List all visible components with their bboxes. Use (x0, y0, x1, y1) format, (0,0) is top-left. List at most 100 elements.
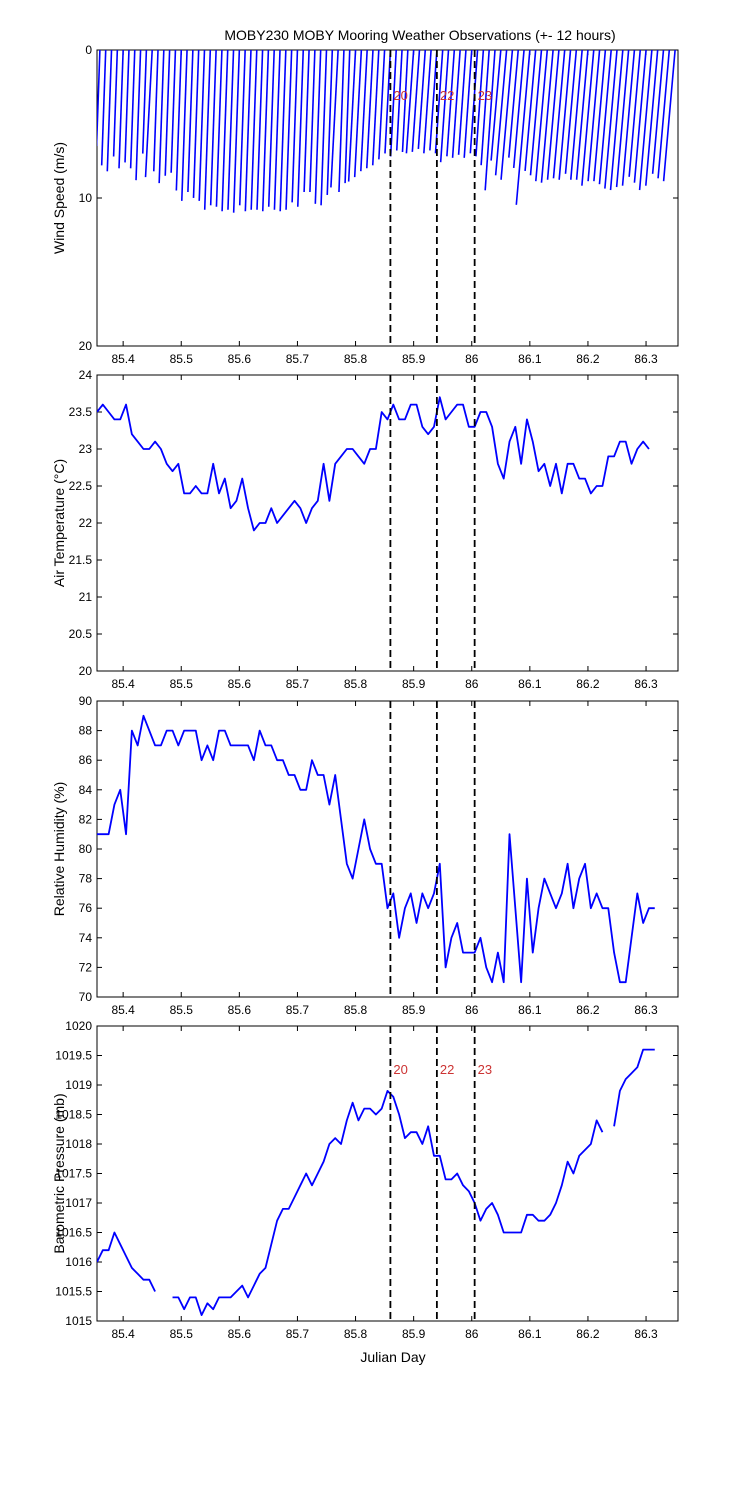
plot-frame (96, 374, 679, 672)
wind-stick (244, 50, 252, 212)
x-tick-label: 86.1 (518, 352, 542, 366)
y-tick-label: 24 (79, 368, 93, 382)
wind-stick (457, 50, 467, 155)
wind-stick (285, 50, 293, 210)
y-tick-label: 90 (79, 694, 93, 708)
y-tick-label: 20 (79, 339, 93, 353)
wind-stick (534, 50, 549, 182)
wind-stick (371, 50, 380, 166)
wind-stick (569, 50, 583, 180)
x-tick-label: 86.1 (518, 1003, 542, 1017)
plot-frame (96, 700, 679, 998)
chart-title: MOBY230 MOBY Mooring Weather Observation… (224, 27, 615, 43)
x-tick-label: 85.4 (111, 677, 135, 691)
y-tick-label: 1019.5 (55, 1049, 92, 1063)
x-tick-label: 86.1 (518, 677, 542, 691)
y-axis-label: Barometric Pressure (mb) (51, 1093, 67, 1253)
wind-stick (279, 50, 287, 212)
y-tick-label: 22 (79, 516, 93, 530)
x-tick-label: 85.9 (402, 352, 426, 366)
x-tick-label: 85.7 (286, 352, 310, 366)
y-tick-label: 21 (79, 590, 93, 604)
wind-stick (238, 50, 246, 206)
wind-stick (480, 50, 490, 166)
wind-stick (314, 50, 322, 204)
wind-stick (164, 50, 171, 176)
wind-stick (645, 50, 659, 186)
wind-stick (552, 50, 566, 179)
wind-stick (360, 50, 368, 172)
wind-stick (106, 50, 113, 172)
x-tick-label: 85.6 (228, 1003, 252, 1017)
x-tick-label: 85.5 (170, 1003, 194, 1017)
wind-stick (347, 50, 357, 182)
wind-stick (100, 50, 107, 166)
x-tick-label: 86 (465, 677, 479, 691)
wind-stick (490, 50, 502, 161)
wind-stick (662, 50, 676, 182)
wind-stick (524, 50, 537, 171)
y-tick-label: 0 (85, 43, 92, 57)
y-tick-label: 80 (79, 842, 93, 856)
marker-label: 20 (393, 1062, 407, 1077)
marker-label: 23 (478, 88, 492, 103)
wind-stick (198, 50, 206, 201)
x-tick-label: 85.9 (402, 677, 426, 691)
wind-stick (320, 50, 328, 206)
wind-stick (500, 50, 514, 180)
wind-stick (389, 50, 398, 157)
panel-barometric_pressure: 85.4 85.5 85.6 85.7 85.8 85.9 86 86.1 86.2 86.3 10… (51, 1019, 679, 1341)
wind-stick (604, 50, 618, 189)
wind-stick (633, 50, 647, 183)
wind-stick (152, 50, 159, 172)
x-tick-label: 86.2 (576, 1327, 600, 1341)
x-tick-label: 85.5 (170, 352, 194, 366)
x-tick-label: 86.3 (634, 677, 658, 691)
plot-frame (96, 1025, 679, 1322)
wind-stick (494, 50, 508, 176)
wind-stick (615, 50, 630, 188)
x-tick-label: 85.5 (170, 677, 194, 691)
wind-stick (378, 50, 386, 160)
y-tick-label: 88 (79, 724, 93, 738)
y-tick-label: 74 (79, 931, 93, 945)
wind-stick (175, 50, 183, 191)
y-tick-label: 1016 (65, 1255, 92, 1269)
wind-stick (581, 50, 595, 186)
y-tick-label: 1015 (65, 1314, 92, 1328)
wind-stick (261, 50, 270, 212)
plot-area (97, 375, 650, 671)
x-tick-label: 86.3 (634, 352, 658, 366)
y-tick-label: 10 (79, 191, 93, 205)
y-tick-label: 20.5 (69, 627, 93, 641)
x-tick-label: 85.8 (344, 1003, 368, 1017)
y-tick-label: 1015.5 (55, 1285, 92, 1299)
wind-stick (515, 50, 531, 205)
x-tick-label: 85.6 (228, 1327, 252, 1341)
series-line (97, 396, 650, 532)
y-tick-label: 70 (79, 990, 93, 1004)
wind-stick (129, 50, 136, 169)
x-tick-label: 85.6 (228, 352, 252, 366)
x-tick-label: 86.2 (576, 1003, 600, 1017)
wind-stick (434, 50, 444, 154)
wind-stick (250, 50, 258, 210)
y-tick-label: 20 (79, 664, 93, 678)
wind-stick (512, 50, 525, 169)
x-tick-label: 85.8 (344, 352, 368, 366)
y-tick-label: 1016.5 (55, 1226, 92, 1240)
x-tick-label: 86.3 (634, 1327, 658, 1341)
wind-stick (529, 50, 543, 176)
x-tick-label: 86.2 (576, 677, 600, 691)
wind-stick (451, 50, 461, 158)
panel-relative_humidity: 85.4 85.5 85.6 85.7 85.8 85.9 86 86.1 86.2 86.3 70… (51, 694, 679, 1017)
wind-stick (97, 50, 101, 147)
y-tick-label: 1018.5 (55, 1108, 92, 1122)
wind-stick (446, 50, 456, 157)
series-line (97, 714, 655, 984)
wind-stick (192, 50, 200, 198)
y-tick-label: 23 (79, 442, 93, 456)
x-tick-label: 85.8 (344, 1327, 368, 1341)
y-tick-label: 21.5 (69, 553, 93, 567)
x-tick-label: 86.3 (634, 1003, 658, 1017)
